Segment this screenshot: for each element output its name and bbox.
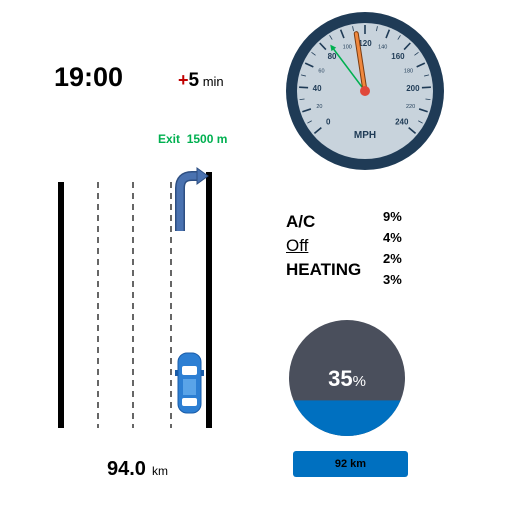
road-lanes-view: [58, 167, 212, 428]
heating-label: HEATING: [286, 260, 362, 279]
turn-right-arrow-icon: [175, 167, 209, 231]
delay-value: 5: [188, 70, 200, 91]
gauge-tick: [421, 86, 431, 89]
delay-indicator: +5 min: [178, 70, 224, 92]
exit-distance: 1500 m: [186, 132, 228, 146]
car-icon: [175, 352, 204, 414]
speed-needle: [353, 31, 368, 94]
gauge-tick-label: 220: [406, 104, 415, 110]
gauge-tick: [329, 35, 333, 40]
ac-status-toggle[interactable]: Off: [286, 236, 309, 255]
gauge-tick: [319, 42, 327, 51]
gauge-tick: [425, 98, 431, 101]
gauge-tick-label: 20: [316, 104, 322, 110]
gauge-tick-marks: [299, 25, 431, 135]
climate-percentage: 2%: [383, 251, 402, 266]
gauge-tick: [408, 127, 417, 135]
speedometer-gauge: 0 40 80 120 160 200 240 20 60 100 140 180 220 MPH: [286, 12, 444, 170]
gauge-tick: [352, 26, 354, 32]
road-left-edge: [58, 182, 64, 428]
fuel-range-label: 92 km: [334, 458, 367, 470]
gauge-tick: [418, 120, 423, 124]
gauge-tick: [424, 74, 430, 77]
target-speed-needle: [330, 44, 366, 92]
gauge-tick: [385, 29, 391, 39]
fuel-fill: [289, 400, 405, 436]
climate-percentages: 9% 4% 2% 3%: [383, 206, 402, 290]
gauge-unit-label: MPH: [354, 130, 376, 141]
gauge-tick: [416, 62, 426, 68]
speed-needle-line: [354, 32, 367, 93]
climate-panel: A/C Off HEATING: [286, 210, 426, 282]
road-right-edge: [206, 172, 212, 428]
gauge-tick-label: 40: [313, 84, 322, 93]
gauge-tick: [302, 108, 312, 113]
remaining-distance: 94.0 km: [107, 458, 168, 481]
exit-label: Exit: [158, 132, 181, 146]
gauge-tick: [300, 74, 306, 77]
gauge-tick: [299, 98, 305, 101]
gauge-tick: [304, 62, 314, 68]
gauge-tick-label: 60: [318, 69, 324, 75]
gauge-tick: [339, 29, 345, 39]
exit-notice: Exit 1500 m: [158, 132, 227, 146]
target-needle-line: [333, 48, 366, 92]
target-needle-head: [330, 44, 337, 52]
fuel-percent-unit: %: [353, 373, 366, 390]
fuel-level-gauge: 35%: [289, 320, 405, 436]
fuel-percent-value: 35: [328, 366, 352, 391]
gauge-tick: [313, 127, 322, 135]
remaining-distance-value: 94.0: [107, 458, 146, 480]
gauge-tick-label: 80: [328, 52, 337, 61]
gauge-tick: [376, 26, 378, 32]
gauge-tick-label: 100: [343, 44, 352, 50]
climate-percentage: 4%: [383, 230, 402, 245]
fuel-percent-text: 35%: [328, 366, 366, 391]
gauge-tick: [418, 108, 428, 113]
gauge-hub: [360, 86, 370, 96]
gauge-tick: [403, 42, 411, 51]
remaining-distance-unit: km: [151, 464, 168, 478]
gauge-tick-label: 120: [358, 39, 372, 48]
clock-time: 19:00: [54, 62, 124, 92]
gauge-tick: [414, 52, 419, 56]
gauge-tick-label: 0: [326, 118, 331, 127]
gauge-tick-label: 140: [378, 44, 387, 50]
gauge-tick-label: 240: [395, 118, 409, 127]
gauge-tick-label: 180: [404, 69, 413, 75]
gauge-tick-label: 160: [391, 52, 405, 61]
gauge-tick-labels: 0 40 80 120 160 200 240 20 60 100 140 180 220: [313, 39, 421, 127]
gauge-tick: [307, 120, 312, 124]
gauge-tick: [311, 52, 316, 56]
delay-unit: min: [202, 74, 224, 89]
climate-percentage: 9%: [383, 209, 402, 224]
gauge-tick: [397, 35, 401, 40]
ac-label: A/C: [286, 212, 316, 231]
gauge-tick: [299, 86, 309, 89]
delay-sign: +: [178, 70, 189, 90]
gauge-tick-label: 200: [406, 84, 420, 93]
fuel-range-bar: 92 km: [293, 451, 408, 477]
climate-percentage: 3%: [383, 272, 402, 287]
